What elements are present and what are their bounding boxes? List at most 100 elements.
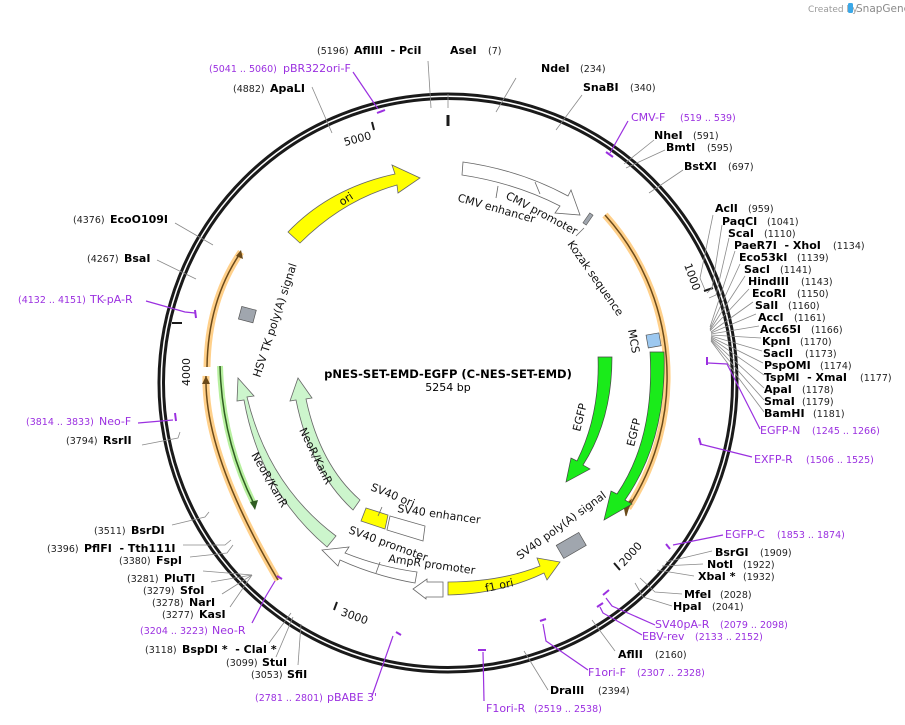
enzyme-nari[interactable]: (3278) NarI [152,596,215,609]
enzyme-draiii[interactable]: DraIII (2394) [550,684,630,697]
feature-sv40-enhancer[interactable]: SV40 enhancer [386,502,482,542]
enzyme-tspmi-xmai[interactable]: TspMI - XmaI (1177) [764,371,892,384]
enzyme-saci[interactable]: SacI (1141) [744,263,812,276]
enzyme-bstxi[interactable]: BstXI (697) [684,160,754,173]
svg-text:(3053): (3053) [251,670,283,681]
enzyme-bmti[interactable]: BmtI (595) [666,141,733,154]
feature-sv40-polya[interactable]: SV40 poly(A) signal [514,489,609,563]
primer-f1ori-f[interactable]: F1ori-F (2307 .. 2328) [588,666,705,679]
primer-pbabe-3[interactable]: (2781 .. 2801) pBABE 3' [255,691,377,704]
enzyme-noti[interactable]: NotI (1922) [707,558,775,571]
svg-text:AflIII - PciI: AflIII - PciI [354,44,421,57]
svg-text:(1932): (1932) [743,572,775,583]
enzyme-stui[interactable]: (3099) StuI [226,656,287,669]
primer-egfp-c[interactable]: EGFP-C (1853 .. 1874) [725,528,845,541]
feature-f1-ori[interactable]: f1 ori [447,557,561,596]
feature-hsv-tk-polya[interactable]: HSV TK poly(A) signal [237,262,300,379]
svg-text:SfiI: SfiI [287,668,307,681]
enzyme-pluti[interactable]: (3281) PluTI [127,572,195,585]
enzyme-hindiii[interactable]: HindIII (1143) [748,275,833,288]
enzyme-sfoi[interactable]: (3279) SfoI [143,584,204,597]
svg-text:(2519 .. 2538): (2519 .. 2538) [534,704,602,715]
svg-text:(3278): (3278) [152,598,184,609]
enzyme-pspomi[interactable]: PspOMI (1174) [764,359,852,372]
enzyme-rsrii[interactable]: (3794) RsrII [66,434,132,447]
enzyme-acli[interactable]: AclI (959) [715,202,774,215]
feature-ori[interactable]: ori [287,164,421,244]
svg-text:EcoO109I: EcoO109I [110,213,168,226]
enzyme-bsrgi[interactable]: BsrGI (1909) [715,546,792,559]
enzyme-bsrdi[interactable]: (3511) BsrDI [94,524,165,537]
svg-text:(340): (340) [630,83,656,94]
enzyme-aflii[interactable]: AflII (2160) [618,648,687,661]
svg-text:(3204 .. 3223): (3204 .. 3223) [140,626,208,637]
enzyme-xbai[interactable]: XbaI * (1932) [698,570,775,583]
enzyme-kasi[interactable]: (3277) KasI [162,608,226,621]
svg-text:(3814 .. 3833): (3814 .. 3833) [26,417,94,428]
enzyme-nhei[interactable]: NheI (591) [654,129,719,142]
primer-neo-f[interactable]: (3814 .. 3833) Neo-F [26,415,131,428]
feature-neor-inner[interactable]: NeoR/KanR [289,377,361,511]
enzyme-afliii-pcii[interactable]: (5196) AflIII - PciI [317,44,421,57]
svg-text:(3511): (3511) [94,526,126,537]
svg-text:Eco53kI: Eco53kI [739,251,787,264]
svg-text:(4376): (4376) [73,215,105,226]
svg-text:(2041): (2041) [712,602,744,613]
enzyme-bspdi-clai[interactable]: (3118) BspDI * - ClaI * [145,643,277,656]
enzyme-scai[interactable]: ScaI (1110) [728,227,796,240]
enzyme-apali[interactable]: (4882) ApaLI [233,82,305,95]
enzyme-ndei[interactable]: NdeI (234) [541,62,606,75]
svg-text:(5041 .. 5060): (5041 .. 5060) [209,64,277,75]
svg-text:(1160): (1160) [788,301,820,312]
snapgene-credit[interactable]: Created by SnapGene [808,3,905,15]
enzyme-sfii[interactable]: (3053) SfiI [251,668,307,681]
feature-egfp-inner[interactable]: EGFP [565,356,613,483]
enzyme-pflfi-tth111i[interactable]: (3396) PflFI - Tth111I [47,542,176,555]
svg-text:NheI: NheI [654,129,683,142]
primer-ebv-rev[interactable]: EBV-rev (2133 .. 2152) [642,630,763,643]
svg-text:(1150): (1150) [797,289,829,300]
primer-egfp-n[interactable]: EGFP-N (1245 .. 1266) [760,424,880,437]
svg-text:CMV-F: CMV-F [631,111,665,124]
enzyme-apai[interactable]: ApaI (1178) [764,383,834,396]
enzyme-smai[interactable]: SmaI (1179) [764,395,834,408]
svg-text:(1178): (1178) [802,385,834,396]
enzyme-acc65i[interactable]: Acc65I (1166) [760,323,843,336]
enzyme-eco0109i[interactable]: (4376) EcoO109I [73,213,168,226]
feature-mcs[interactable]: MCS [625,328,662,354]
primer-tk-pa-r[interactable]: (4132 .. 4151) TK-pA-R [18,293,133,306]
enzyme-bsai[interactable]: (4267) BsaI [87,252,150,265]
enzyme-asei[interactable]: AseI (7) [450,44,501,57]
primer-cmv-f[interactable]: CMV-F (519 .. 539) [631,111,736,124]
primer-exfp-r[interactable]: EXFP-R (1506 .. 1525) [754,453,874,466]
enzyme-acci[interactable]: AccI (1161) [758,311,826,324]
svg-text:BstXI: BstXI [684,160,717,173]
primer-pbr322ori-f[interactable]: (5041 .. 5060) pBR322ori-F [209,62,351,75]
svg-text:DraIII: DraIII [550,684,584,697]
enzyme-snabi[interactable]: SnaBI (340) [583,81,656,94]
enzyme-sali[interactable]: SalI (1160) [755,299,820,312]
svg-text:(1139): (1139) [797,253,829,264]
svg-text:(4882): (4882) [233,84,265,95]
enzyme-ecori[interactable]: EcoRI (1150) [752,287,829,300]
svg-text:Neo-F: Neo-F [99,415,131,428]
svg-text:(1174): (1174) [820,361,852,372]
enzyme-kpni[interactable]: KpnI (1170) [762,335,832,348]
enzyme-paer7i-xhoi[interactable]: PaeR7I - XhoI (1134) [734,239,865,252]
primer-sv40pa-r[interactable]: SV40pA-R (2079 .. 2098) [655,618,788,631]
enzyme-fspi[interactable]: (3380) FspI [119,554,182,567]
enzyme-sacii[interactable]: SacII (1173) [763,347,837,360]
tick-5000: 5000 [342,121,375,149]
enzyme-bamhi[interactable]: BamHI (1181) [764,407,845,420]
feature-cmv-promoter[interactable]: CMV enhancer CMV promoter [456,161,581,238]
enzyme-hpai[interactable]: HpaI (2041) [673,600,744,613]
svg-text:f1 ori: f1 ori [484,576,515,595]
enzyme-eco53ki[interactable]: Eco53kI (1139) [739,251,829,264]
svg-text:(1173): (1173) [805,349,837,360]
svg-text:SacI: SacI [744,263,770,276]
enzyme-mfei[interactable]: MfeI (2028) [684,588,752,601]
enzyme-paqci[interactable]: PaqCI (1041) [722,215,799,228]
svg-text:(234): (234) [580,64,606,75]
primer-f1ori-r[interactable]: F1ori-R (2519 .. 2538) [486,702,602,715]
primer-neo-r[interactable]: (3204 .. 3223) Neo-R [140,624,246,637]
